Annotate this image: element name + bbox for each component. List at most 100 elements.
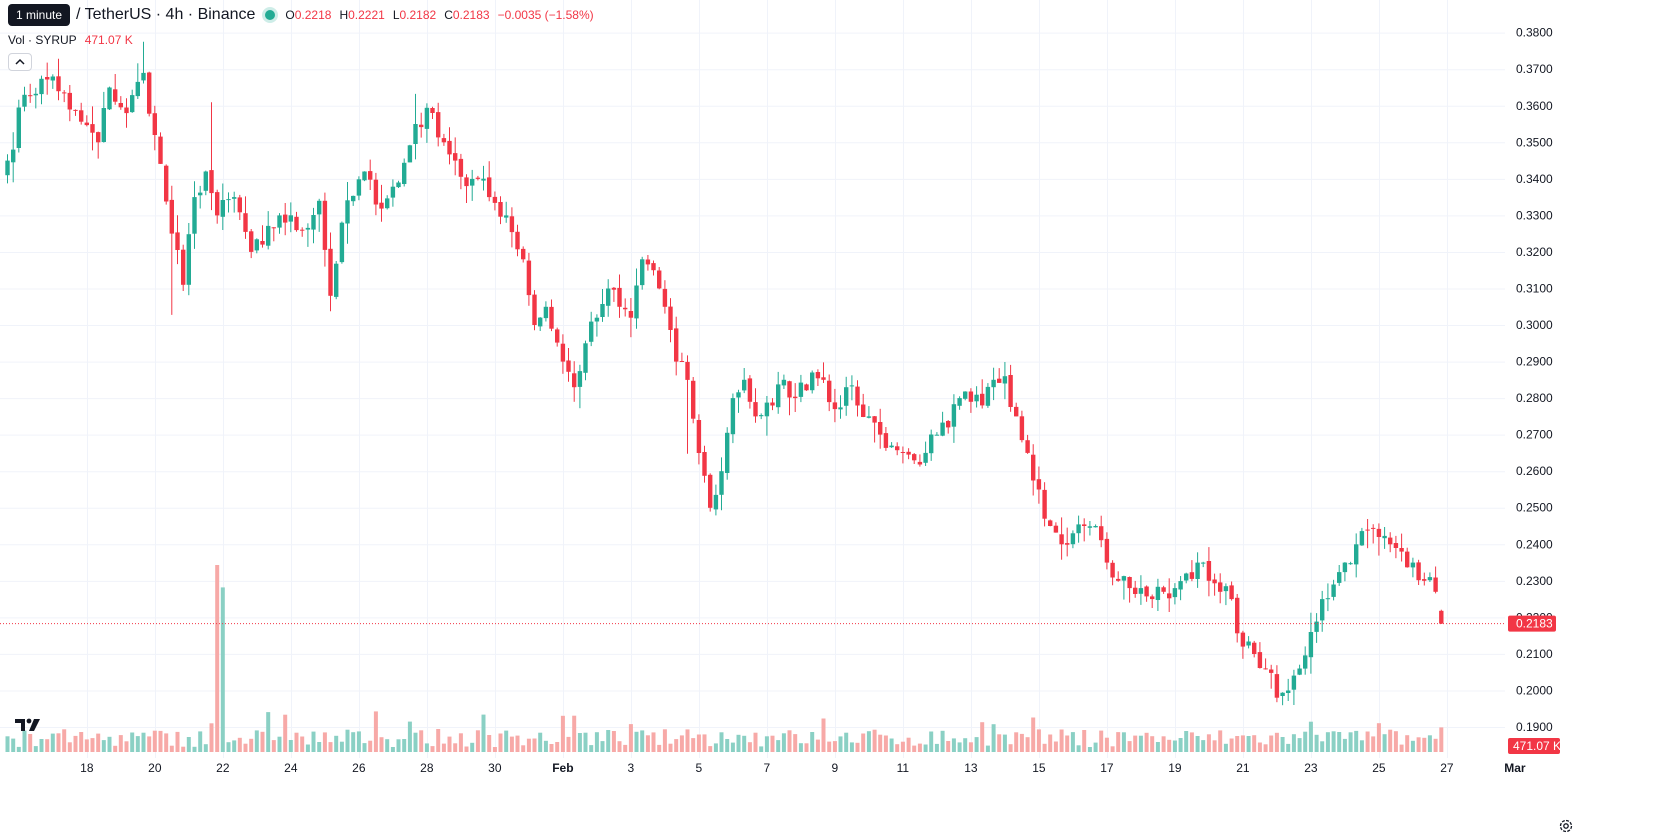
candle: [334, 261, 339, 300]
collapse-legend-button[interactable]: [8, 53, 32, 71]
volume-bar: [634, 731, 639, 752]
volume-bar: [1297, 738, 1302, 752]
volume-bar: [385, 739, 390, 752]
candle-body: [1422, 579, 1427, 581]
candle: [498, 196, 503, 225]
candle: [1076, 515, 1081, 543]
candle: [991, 367, 996, 401]
volume-value: 471.07 K: [84, 33, 133, 47]
candle: [118, 96, 123, 110]
candle: [1014, 402, 1019, 417]
candle: [589, 311, 594, 347]
candle-body: [515, 231, 520, 250]
candle-body: [271, 227, 276, 229]
volume-bar: [1314, 734, 1319, 752]
candle: [441, 133, 447, 146]
candle: [1342, 562, 1348, 582]
candle: [566, 348, 571, 382]
volume-bar: [1388, 729, 1393, 752]
candle: [1008, 364, 1013, 412]
volume-bar: [1206, 734, 1211, 752]
candle-body: [691, 380, 696, 419]
candle: [776, 371, 781, 414]
candle-body: [101, 108, 106, 142]
volume-bar: [1433, 738, 1438, 752]
candle: [696, 414, 702, 465]
volume-bar: [1127, 741, 1132, 752]
last-price-label: 0.2183: [1508, 615, 1556, 632]
volume-bar: [1303, 731, 1308, 752]
volume-bar: [90, 738, 95, 752]
volume-bar: [1427, 735, 1432, 752]
candle: [1144, 585, 1149, 602]
volume-bar: [1042, 743, 1047, 752]
volume-bar: [56, 733, 61, 752]
candle: [1110, 560, 1115, 586]
volume-bar: [1048, 734, 1053, 752]
candle: [1184, 572, 1189, 584]
volume-bar: [351, 732, 356, 752]
candle-body: [1076, 524, 1081, 534]
candle: [322, 192, 328, 267]
candle-body: [923, 452, 928, 463]
candle: [1439, 609, 1444, 624]
candle-body: [390, 186, 396, 198]
symbol-title[interactable]: / TetherUS · 4h · Binance: [76, 6, 256, 23]
candle: [1104, 532, 1110, 570]
volume-bar: [192, 746, 197, 752]
candle: [345, 182, 350, 244]
volume-bar: [1076, 745, 1081, 752]
candle-body: [1280, 692, 1285, 696]
candle-body: [1150, 596, 1155, 600]
candle: [1065, 527, 1070, 557]
price-tick-label: 0.3300: [1516, 208, 1553, 222]
candle-body: [560, 343, 566, 362]
candle: [1082, 518, 1087, 542]
candle: [1286, 678, 1291, 701]
tradingview-logo-icon[interactable]: [14, 716, 44, 734]
market-status-dot[interactable]: [265, 10, 276, 20]
last-volume-value: 471.07 K: [1513, 739, 1561, 753]
volume-bar: [50, 733, 55, 752]
candle: [1371, 524, 1376, 544]
candle-body: [215, 192, 220, 216]
volume-bar: [793, 734, 798, 752]
candle: [577, 364, 583, 409]
candle-body: [164, 165, 169, 202]
candle: [1087, 521, 1093, 536]
settings-icon[interactable]: [1558, 818, 1574, 834]
candle-body: [107, 87, 112, 110]
volume-bar: [1376, 723, 1381, 752]
volume-bar: [980, 722, 985, 752]
candle: [232, 191, 237, 213]
candle-body: [79, 110, 84, 122]
candle-body: [906, 451, 911, 455]
candle-body: [1286, 690, 1291, 693]
candle-body: [1172, 588, 1178, 598]
candle-body: [1269, 669, 1274, 673]
candle: [974, 386, 979, 408]
candle: [79, 102, 84, 125]
candle-body: [957, 398, 962, 406]
candle-body: [1053, 525, 1059, 533]
candle-body: [1257, 652, 1263, 668]
candle: [368, 159, 373, 190]
candle: [209, 102, 214, 211]
volume-bar: [368, 740, 373, 752]
candle: [1365, 519, 1370, 549]
volume-bar: [1031, 717, 1036, 752]
candle: [33, 87, 38, 109]
volume-bar: [1184, 731, 1189, 752]
volume-bar: [1099, 730, 1104, 752]
candle-body: [725, 432, 730, 473]
candle: [243, 196, 248, 239]
volume-bar: [504, 730, 509, 752]
volume-bar: [1229, 738, 1234, 752]
volume-bar: [1359, 740, 1364, 752]
candle: [62, 90, 67, 103]
candle: [147, 71, 152, 117]
candle: [22, 86, 27, 112]
candle-body: [1382, 535, 1387, 539]
candle-body: [674, 328, 679, 362]
